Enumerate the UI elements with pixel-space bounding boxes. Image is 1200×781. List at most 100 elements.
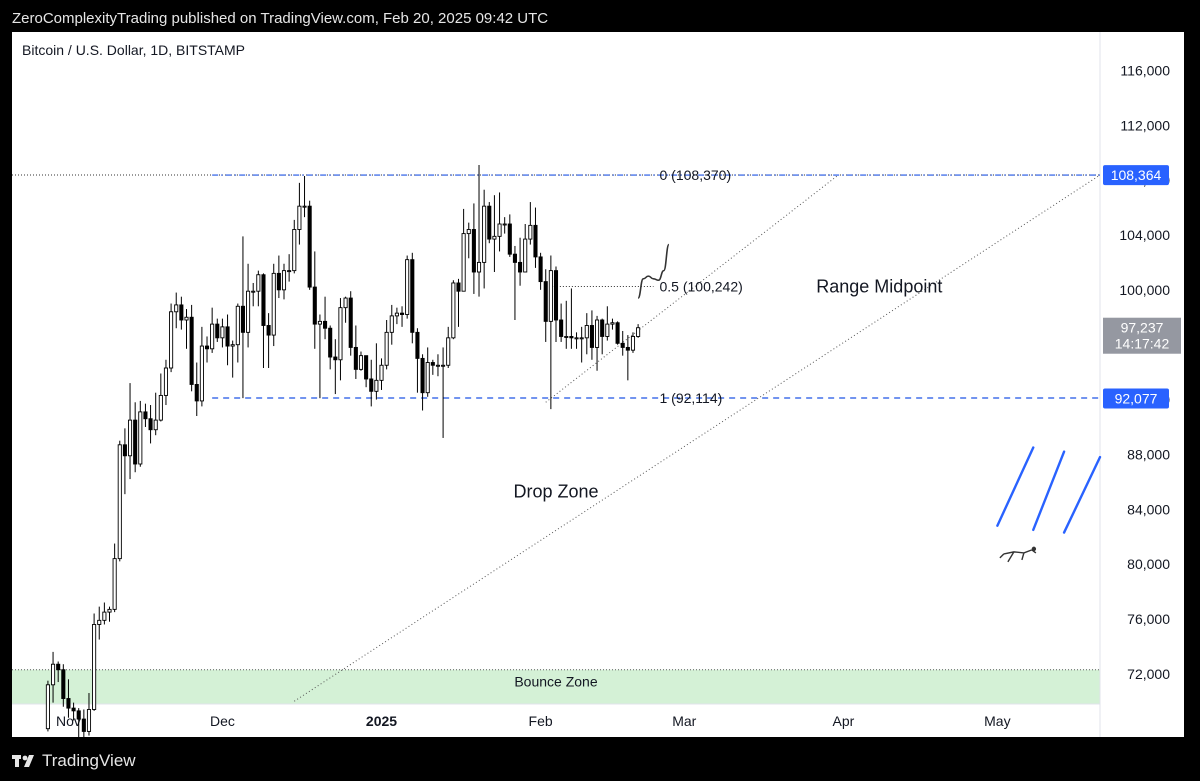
- candle[interactable]: [271, 263, 276, 347]
- candle[interactable]: [435, 354, 441, 377]
- candle[interactable]: [538, 252, 543, 290]
- candle[interactable]: [456, 278, 461, 327]
- candle[interactable]: [384, 320, 389, 370]
- candle[interactable]: [625, 335, 630, 381]
- candle[interactable]: [410, 252, 415, 344]
- candle[interactable]: [600, 318, 605, 355]
- candle[interactable]: [615, 321, 620, 345]
- candle[interactable]: [451, 280, 456, 340]
- candle[interactable]: [92, 613, 97, 711]
- candle[interactable]: [307, 200, 312, 290]
- candle[interactable]: [466, 222, 471, 259]
- candle[interactable]: [56, 661, 61, 683]
- candle[interactable]: [220, 318, 225, 348]
- candle[interactable]: [256, 270, 261, 307]
- trendline[interactable]: [293, 174, 1101, 702]
- candle[interactable]: [358, 351, 364, 371]
- candle[interactable]: [174, 292, 179, 329]
- candle[interactable]: [45, 680, 50, 732]
- candle[interactable]: [302, 176, 307, 218]
- candle[interactable]: [81, 709, 86, 737]
- candle[interactable]: [415, 328, 420, 393]
- candle[interactable]: [246, 263, 251, 348]
- candle[interactable]: [133, 402, 138, 473]
- candle[interactable]: [348, 291, 353, 356]
- candle[interactable]: [312, 251, 317, 349]
- candle[interactable]: [235, 303, 240, 363]
- candle[interactable]: [420, 354, 425, 411]
- candle[interactable]: [76, 708, 81, 737]
- candle[interactable]: [369, 359, 374, 407]
- candle[interactable]: [127, 383, 133, 480]
- candle[interactable]: [543, 269, 548, 342]
- candle[interactable]: [189, 304, 194, 392]
- candle[interactable]: [204, 336, 210, 363]
- candle[interactable]: [548, 255, 553, 410]
- candle[interactable]: [169, 303, 174, 373]
- candle[interactable]: [240, 236, 245, 399]
- candle[interactable]: [430, 359, 435, 375]
- candle[interactable]: [620, 330, 625, 356]
- candle[interactable]: [328, 325, 333, 370]
- candle[interactable]: [374, 343, 379, 400]
- candle[interactable]: [266, 313, 271, 368]
- candle[interactable]: [446, 326, 451, 368]
- candle[interactable]: [107, 606, 112, 622]
- candle[interactable]: [523, 224, 528, 273]
- candle[interactable]: [194, 362, 199, 416]
- candle[interactable]: [287, 254, 292, 282]
- candle[interactable]: [636, 324, 641, 338]
- candle[interactable]: [276, 255, 281, 299]
- candle[interactable]: [112, 543, 117, 613]
- candle[interactable]: [333, 339, 338, 395]
- candle[interactable]: [497, 192, 502, 252]
- candle[interactable]: [138, 400, 143, 467]
- candle[interactable]: [574, 332, 579, 349]
- candle[interactable]: [199, 326, 204, 407]
- candle[interactable]: [210, 307, 215, 353]
- candle[interactable]: [225, 314, 230, 366]
- candle[interactable]: [512, 245, 517, 320]
- candle[interactable]: [97, 606, 102, 640]
- price-chart[interactable]: Bounce Zone116,000112,000108,000104,0001…: [12, 32, 1184, 737]
- candle[interactable]: [261, 273, 266, 368]
- candle[interactable]: [461, 208, 466, 292]
- candle[interactable]: [148, 405, 153, 444]
- candle[interactable]: [405, 255, 410, 319]
- candle[interactable]: [595, 315, 600, 371]
- candle[interactable]: [425, 347, 430, 397]
- candle[interactable]: [343, 296, 348, 323]
- candle[interactable]: [251, 282, 256, 307]
- candle[interactable]: [61, 664, 66, 707]
- candle[interactable]: [564, 300, 569, 349]
- candle[interactable]: [518, 237, 523, 286]
- candle[interactable]: [230, 340, 235, 378]
- candle[interactable]: [153, 392, 158, 436]
- candle[interactable]: [553, 266, 559, 342]
- candle[interactable]: [117, 440, 122, 562]
- candle[interactable]: [379, 358, 384, 390]
- candle[interactable]: [158, 373, 163, 422]
- candle[interactable]: [441, 347, 446, 438]
- candle[interactable]: [487, 202, 492, 244]
- candle[interactable]: [297, 182, 302, 245]
- candle[interactable]: [399, 306, 405, 327]
- candle[interactable]: [281, 263, 287, 300]
- candle[interactable]: [492, 195, 497, 272]
- candle[interactable]: [610, 318, 615, 330]
- candle[interactable]: [559, 303, 564, 342]
- candle[interactable]: [630, 332, 636, 353]
- candle[interactable]: [533, 207, 538, 268]
- candle[interactable]: [323, 296, 328, 340]
- candle[interactable]: [143, 403, 148, 427]
- candle[interactable]: [569, 288, 574, 349]
- candle[interactable]: [471, 203, 476, 294]
- candle[interactable]: [184, 309, 189, 349]
- candle[interactable]: [317, 314, 322, 399]
- trendline[interactable]: [545, 174, 839, 403]
- candle[interactable]: [66, 679, 71, 718]
- candle[interactable]: [163, 359, 169, 406]
- candle[interactable]: [476, 165, 482, 297]
- candle[interactable]: [51, 651, 56, 703]
- candle[interactable]: [338, 298, 343, 381]
